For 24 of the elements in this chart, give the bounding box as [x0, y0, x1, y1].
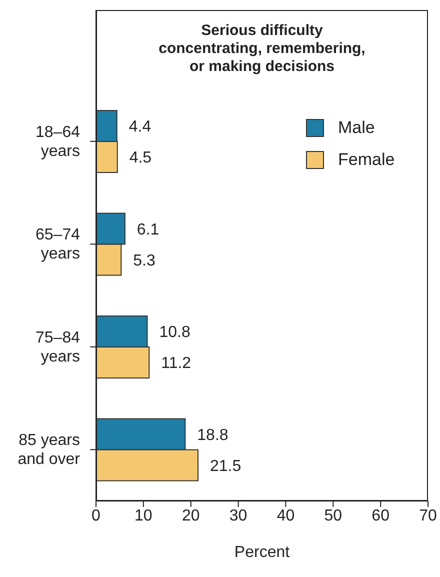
data-label: 4.5: [129, 150, 152, 167]
x-tick-label: 40: [276, 507, 295, 524]
x-tick-label: 30: [229, 507, 248, 524]
x-tick-label: 50: [324, 507, 342, 524]
data-label: 5.3: [133, 252, 156, 270]
y-tick-label: 85 years and over: [18, 432, 81, 468]
x-axis-title: Percent: [234, 544, 290, 561]
data-label: 6.1: [136, 221, 160, 238]
x-tick-label: 20: [182, 507, 200, 524]
data-label: 4.4: [128, 118, 152, 136]
x-tick-label: 0: [92, 507, 101, 524]
y-tick-label: 18–64 years: [36, 123, 80, 160]
data-label: 21.5: [210, 458, 242, 475]
data-label: 18.8: [197, 426, 228, 444]
y-tick-label: 65–74 years: [36, 226, 80, 262]
x-tick-label: 70: [419, 507, 437, 524]
data-label: 10.8: [159, 324, 190, 342]
legend-label: Male: [338, 118, 375, 138]
data-label: 11.2: [161, 355, 192, 372]
text: Serious difficulty concentrating, remembering, or making decisions: [158, 22, 366, 76]
x-tick-label: 10: [134, 507, 152, 524]
x-tick-label: 60: [372, 507, 390, 524]
legend-label: Female: [338, 150, 395, 170]
y-tick-label: 75–84 years: [36, 328, 80, 365]
